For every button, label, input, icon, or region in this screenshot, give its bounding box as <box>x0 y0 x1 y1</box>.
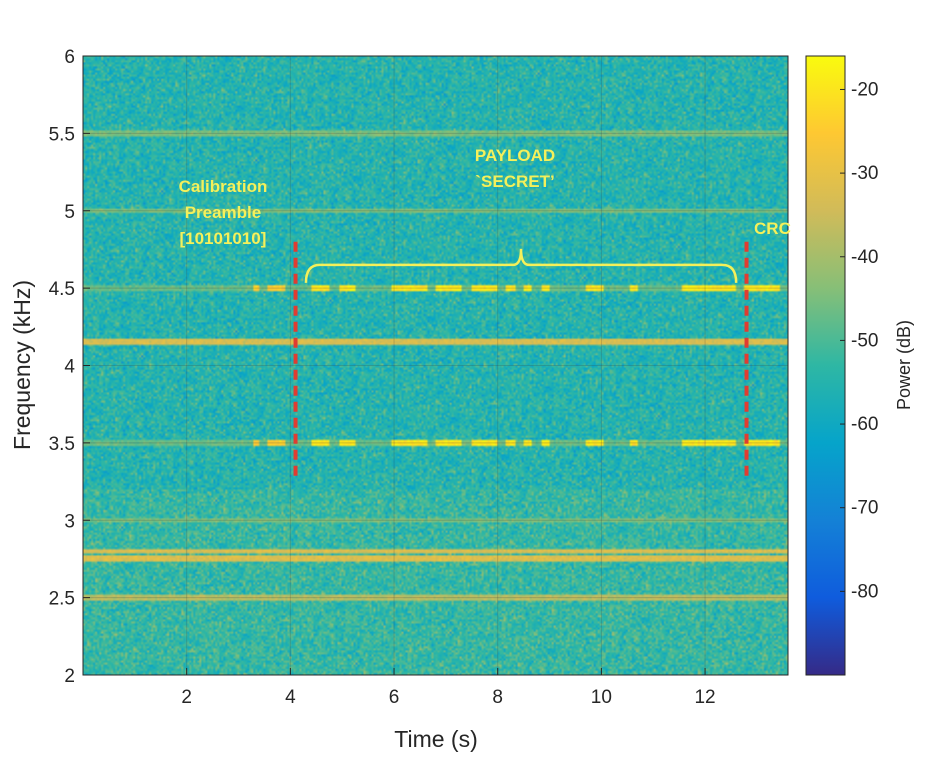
y-tick-label: 5 <box>64 202 75 223</box>
colorbar-label: Power (dB) <box>894 320 914 410</box>
annotations-layer: Calibration Preamble [10101010] PAYLOAD `SEC… <box>179 146 791 477</box>
annotation-payload: PAYLOAD `SECRET’ <box>475 146 555 191</box>
payload-brace <box>304 248 738 283</box>
colorbar-tick-label: -70 <box>851 498 878 519</box>
x-tick-label: 10 <box>591 687 612 708</box>
x-tick-label: 4 <box>285 687 296 708</box>
annotation-preamble-line: Calibration <box>179 177 268 196</box>
colorbar-tick-label: -20 <box>851 79 878 100</box>
x-axis-label: Time (s) <box>394 726 477 752</box>
colorbar: -20 -30 -40 -50 -60 -70 -80 Power (dB) <box>805 55 914 676</box>
y-axis-ticks: 2 2.5 3 3.5 4 4.5 5 5.5 6 <box>49 47 76 687</box>
annotation-crc: CRC <box>754 219 791 238</box>
colorbar-tick-label: -80 <box>851 581 878 602</box>
y-tick-label: 5.5 <box>49 124 75 145</box>
annotation-crc-line: CRC <box>754 219 791 238</box>
y-tick-label: 2.5 <box>49 589 75 610</box>
x-tick-label: 6 <box>389 687 400 708</box>
y-tick-label: 4.5 <box>49 279 75 300</box>
colorbar-ticks: -20 -30 -40 -50 -60 -70 -80 <box>840 79 878 602</box>
colorbar-tick-label: -50 <box>851 330 878 351</box>
y-axis-label: Frequency (kHz) <box>9 280 35 450</box>
annotation-preamble-line: Preamble <box>185 203 262 222</box>
plot-frame <box>82 55 789 676</box>
y-tick-label: 2 <box>64 666 75 687</box>
y-tick-label: 3 <box>64 511 75 532</box>
y-tick-label: 3.5 <box>49 434 75 455</box>
annotation-preamble-line: [10101010] <box>179 229 266 248</box>
x-tick-label: 2 <box>181 687 192 708</box>
y-tick-label: 6 <box>64 47 75 68</box>
annotation-payload-line: PAYLOAD <box>475 146 555 165</box>
y-tick-label: 4 <box>64 357 75 378</box>
colorbar-gradient <box>805 55 846 676</box>
x-tick-label: 12 <box>694 687 715 708</box>
x-axis-ticks: 2 4 6 8 10 12 <box>181 687 715 708</box>
tick-marks <box>83 55 706 676</box>
annotation-payload-line: `SECRET’ <box>475 172 554 191</box>
colorbar-tick-label: -30 <box>851 163 878 184</box>
spectrogram-image <box>83 56 788 675</box>
colorbar-tick-label: -40 <box>851 247 878 268</box>
x-tick-label: 8 <box>492 687 503 708</box>
annotation-preamble: Calibration Preamble [10101010] <box>179 177 268 248</box>
colorbar-tick-label: -60 <box>851 414 878 435</box>
plot-area <box>82 55 789 676</box>
